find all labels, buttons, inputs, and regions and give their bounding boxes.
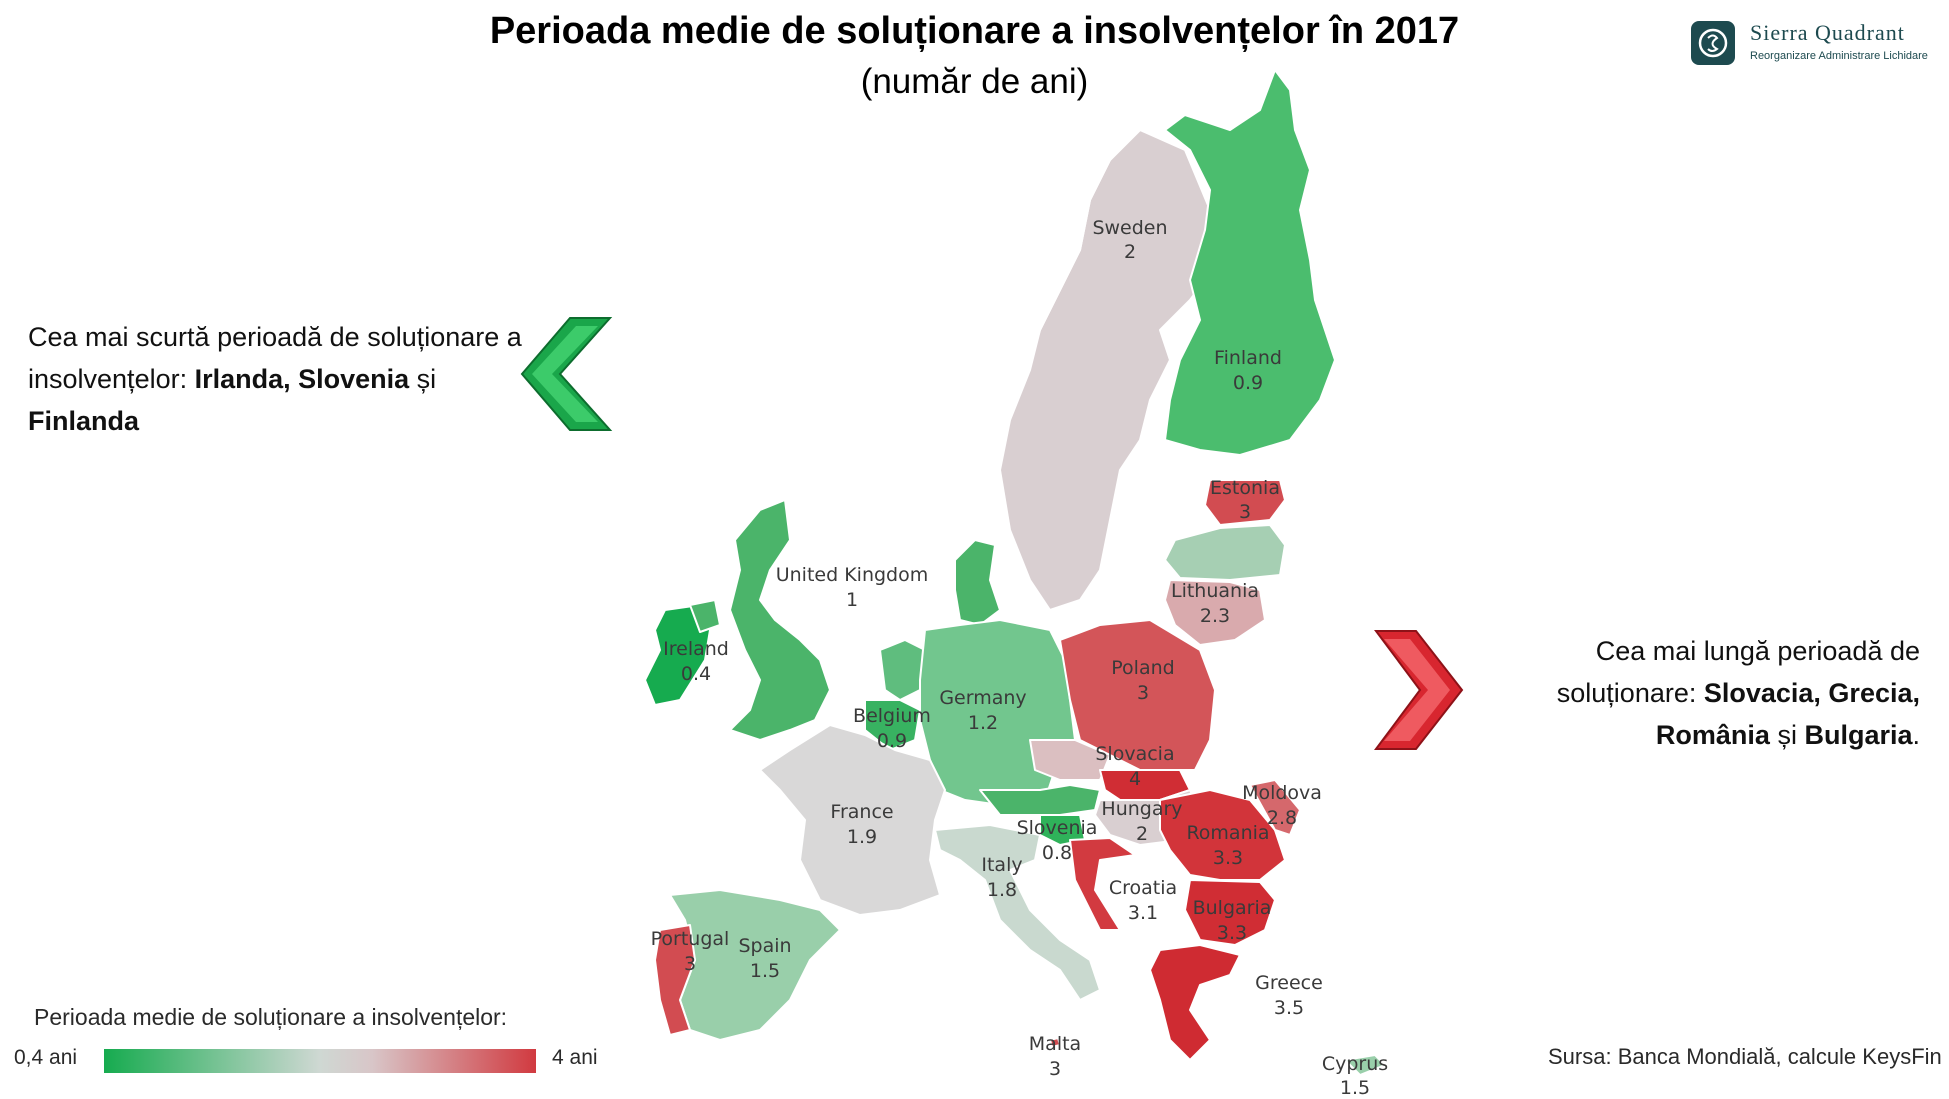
longest-countries-1: Slovacia, Grecia, România bbox=[1655, 678, 1920, 750]
map-title: Perioada medie de soluționare a insolven… bbox=[489, 10, 1460, 52]
country-cyprus bbox=[1344, 1054, 1386, 1076]
label-value-poland: 3 bbox=[1137, 682, 1149, 704]
label-value-croatia: 3.1 bbox=[1128, 902, 1158, 924]
country-latvia-nolabel bbox=[1164, 524, 1286, 581]
label-value-united-kingdom: 1 bbox=[846, 589, 858, 611]
label-name-ireland: Ireland bbox=[663, 638, 729, 660]
country-united-kingdom bbox=[729, 499, 831, 741]
longest-countries-2: Bulgaria bbox=[1804, 720, 1913, 750]
label-value-belgium: 0.9 bbox=[877, 730, 907, 752]
red-chevron-right-icon bbox=[1374, 630, 1464, 750]
label-name-romania: Romania bbox=[1186, 822, 1269, 844]
country-moldova bbox=[1249, 779, 1301, 836]
label-name-malta: Malta bbox=[1029, 1033, 1081, 1055]
label-name-greece: Greece bbox=[1255, 972, 1323, 994]
label-name-croatia: Croatia bbox=[1109, 877, 1177, 899]
label-value-moldova: 2.8 bbox=[1267, 807, 1297, 829]
label-value-greece: 3.5 bbox=[1274, 997, 1304, 1019]
country-poland bbox=[1059, 619, 1216, 771]
label-value-slovenia: 0.8 bbox=[1042, 842, 1072, 864]
shortest-countries-1: Irlanda, Slovenia bbox=[194, 364, 410, 394]
label-name-finland: Finland bbox=[1214, 347, 1282, 369]
label-value-france: 1.9 bbox=[847, 826, 877, 848]
country-norway-nolabel bbox=[1014, 109, 1166, 391]
legend-color-scale bbox=[104, 1049, 536, 1073]
company-logo: Sierra Quadrant Reorganizare Administrar… bbox=[1690, 18, 1935, 70]
country-romania bbox=[1159, 789, 1286, 881]
label-name-belgium: Belgium bbox=[853, 705, 931, 727]
country-france bbox=[759, 724, 946, 916]
country-labels: Sweden 2 Finland 0.9 Estonia 3 Lithuania… bbox=[651, 217, 1389, 1099]
label-name-moldova: Moldova bbox=[1242, 782, 1322, 804]
logo-name: Sierra Quadrant bbox=[1750, 20, 1905, 45]
label-value-finland: 0.9 bbox=[1233, 372, 1263, 394]
label-name-portugal: Portugal bbox=[651, 928, 730, 950]
country-czechia-nolabel bbox=[1029, 739, 1111, 781]
country-italy bbox=[934, 824, 1101, 1001]
source-note: Sursa: Banca Mondială, calcule KeysFin bbox=[1548, 1044, 1942, 1069]
country-finland bbox=[1164, 69, 1336, 456]
logo-tagline: Reorganizare Administrare Lichidare bbox=[1750, 50, 1928, 62]
label-name-germany: Germany bbox=[939, 687, 1026, 709]
label-value-ireland: 0.4 bbox=[681, 663, 711, 685]
country-belgium bbox=[864, 699, 921, 751]
label-value-germany: 1.2 bbox=[968, 712, 998, 734]
label-value-italy: 1.8 bbox=[987, 879, 1017, 901]
label-value-malta: 3 bbox=[1049, 1058, 1061, 1080]
country-estonia bbox=[1204, 479, 1286, 526]
logo-icon bbox=[1691, 21, 1735, 65]
shortest-countries-2: Finlanda bbox=[28, 406, 140, 436]
label-name-sweden: Sweden bbox=[1092, 217, 1167, 239]
country-lithuania bbox=[1164, 579, 1266, 646]
label-value-lithuania: 2.3 bbox=[1200, 605, 1230, 627]
longest-period-note: Cea mai lungă perioadă de soluționare: S… bbox=[1556, 636, 1920, 750]
legend-title: Perioada medie de soluționare a insolven… bbox=[34, 1004, 508, 1030]
label-value-portugal: 3 bbox=[684, 953, 696, 975]
label-name-poland: Poland bbox=[1111, 657, 1174, 679]
label-name-italy: Italy bbox=[981, 854, 1022, 876]
label-name-spain: Spain bbox=[738, 935, 791, 957]
country-northern-ireland bbox=[689, 599, 721, 633]
shortest-period-note: Cea mai scurtă perioadă de soluționare a… bbox=[28, 322, 522, 436]
label-value-cyprus: 1.5 bbox=[1340, 1077, 1370, 1099]
label-name-hungary: Hungary bbox=[1101, 798, 1182, 820]
country-bulgaria bbox=[1184, 879, 1276, 946]
map-subtitle: (număr de ani) bbox=[860, 62, 1089, 101]
legend-max-label: 4 ani bbox=[552, 1046, 598, 1069]
label-value-estonia: 3 bbox=[1239, 501, 1251, 523]
country-croatia bbox=[1069, 837, 1136, 931]
legend-min-label: 0,4 ani bbox=[14, 1046, 78, 1069]
label-value-bulgaria: 3.3 bbox=[1217, 922, 1247, 944]
green-chevron-left-icon bbox=[520, 317, 613, 431]
country-portugal bbox=[654, 924, 696, 1036]
label-name-bulgaria: Bulgaria bbox=[1193, 897, 1272, 919]
label-value-sweden: 2 bbox=[1124, 241, 1136, 263]
label-name-cyprus: Cyprus bbox=[1322, 1053, 1388, 1075]
country-netherlands bbox=[879, 639, 926, 701]
label-name-lithuania: Lithuania bbox=[1171, 580, 1259, 602]
label-value-hungary: 2 bbox=[1136, 823, 1148, 845]
label-value-spain: 1.5 bbox=[750, 960, 780, 982]
label-name-france: France bbox=[830, 801, 893, 823]
country-austria bbox=[979, 784, 1101, 816]
label-name-estonia: Estonia bbox=[1210, 477, 1280, 499]
label-name-slovenia: Slovenia bbox=[1017, 817, 1098, 839]
country-denmark bbox=[954, 539, 1001, 626]
label-name-united-kingdom: United Kingdom bbox=[776, 564, 929, 586]
label-value-romania: 3.3 bbox=[1213, 847, 1243, 869]
label-value-slovacia: 4 bbox=[1129, 768, 1141, 790]
label-name-slovacia: Slovacia bbox=[1095, 743, 1174, 765]
country-malta bbox=[1049, 1037, 1061, 1048]
country-greece bbox=[1149, 944, 1241, 1061]
